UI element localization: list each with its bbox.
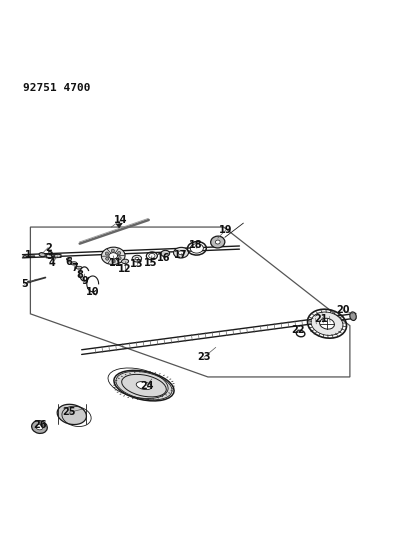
Ellipse shape bbox=[23, 256, 27, 257]
Text: 12: 12 bbox=[118, 264, 132, 274]
Circle shape bbox=[111, 249, 114, 252]
Ellipse shape bbox=[39, 253, 45, 257]
Ellipse shape bbox=[215, 240, 220, 244]
Text: 26: 26 bbox=[34, 420, 47, 430]
Text: 19: 19 bbox=[219, 225, 232, 235]
Circle shape bbox=[105, 252, 108, 255]
Text: 15: 15 bbox=[144, 257, 158, 268]
Ellipse shape bbox=[36, 424, 43, 430]
Circle shape bbox=[118, 252, 121, 255]
Circle shape bbox=[106, 257, 109, 260]
Ellipse shape bbox=[320, 318, 334, 329]
Text: 21: 21 bbox=[315, 314, 328, 324]
Text: 10: 10 bbox=[86, 287, 100, 297]
Ellipse shape bbox=[311, 312, 343, 335]
Ellipse shape bbox=[71, 262, 77, 265]
Ellipse shape bbox=[132, 255, 142, 262]
Text: 23: 23 bbox=[197, 352, 211, 362]
Ellipse shape bbox=[101, 247, 125, 264]
Text: 16: 16 bbox=[157, 253, 170, 263]
Polygon shape bbox=[116, 223, 122, 228]
Ellipse shape bbox=[178, 251, 184, 255]
Text: 20: 20 bbox=[336, 305, 350, 315]
Text: 14: 14 bbox=[114, 215, 128, 225]
Circle shape bbox=[118, 256, 121, 260]
Text: 4: 4 bbox=[49, 259, 56, 268]
Text: 22: 22 bbox=[291, 325, 304, 335]
Ellipse shape bbox=[211, 236, 225, 248]
Text: 6: 6 bbox=[66, 257, 72, 267]
Text: 24: 24 bbox=[140, 381, 154, 391]
Polygon shape bbox=[30, 227, 350, 377]
Text: 92751 4700: 92751 4700 bbox=[22, 83, 90, 93]
Ellipse shape bbox=[116, 372, 172, 400]
Ellipse shape bbox=[54, 254, 61, 257]
Ellipse shape bbox=[135, 257, 139, 260]
Ellipse shape bbox=[174, 247, 188, 258]
Ellipse shape bbox=[76, 266, 82, 269]
Ellipse shape bbox=[28, 281, 31, 282]
Text: 2: 2 bbox=[45, 243, 52, 253]
Text: 8: 8 bbox=[76, 270, 83, 280]
Ellipse shape bbox=[161, 251, 170, 257]
Text: 18: 18 bbox=[189, 240, 203, 250]
Text: 11: 11 bbox=[108, 257, 122, 268]
Text: 9: 9 bbox=[82, 277, 88, 287]
Text: 25: 25 bbox=[62, 407, 76, 417]
Ellipse shape bbox=[136, 382, 152, 390]
Ellipse shape bbox=[46, 254, 54, 257]
Text: 5: 5 bbox=[21, 279, 28, 289]
Text: 13: 13 bbox=[130, 259, 144, 269]
Text: 17: 17 bbox=[174, 251, 188, 261]
Circle shape bbox=[112, 260, 115, 263]
Ellipse shape bbox=[32, 421, 47, 433]
Ellipse shape bbox=[109, 253, 118, 259]
Ellipse shape bbox=[350, 312, 356, 320]
Text: 1: 1 bbox=[25, 249, 32, 260]
Text: 7: 7 bbox=[71, 263, 78, 273]
Ellipse shape bbox=[190, 244, 203, 253]
Ellipse shape bbox=[57, 405, 86, 425]
Text: 3: 3 bbox=[47, 251, 54, 261]
Ellipse shape bbox=[66, 257, 72, 261]
Ellipse shape bbox=[149, 254, 155, 258]
Ellipse shape bbox=[122, 259, 129, 263]
